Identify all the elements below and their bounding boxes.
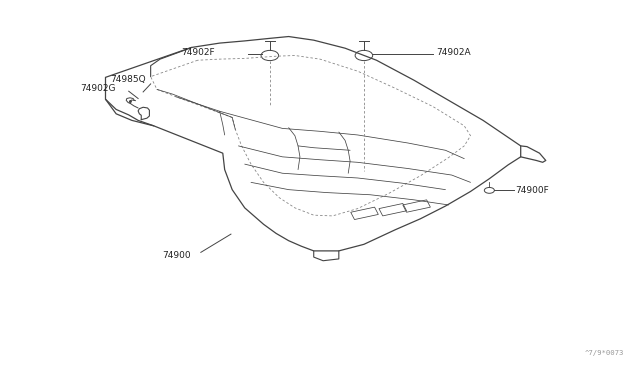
Text: 74902F: 74902F [180,48,214,57]
Text: 74900: 74900 [162,251,191,260]
Text: 74902G: 74902G [81,84,116,93]
Text: 74985Q: 74985Q [110,75,145,84]
Text: 74902A: 74902A [436,48,470,57]
Text: ^7/9*0073: ^7/9*0073 [585,350,624,356]
Text: 74900F: 74900F [516,186,549,195]
